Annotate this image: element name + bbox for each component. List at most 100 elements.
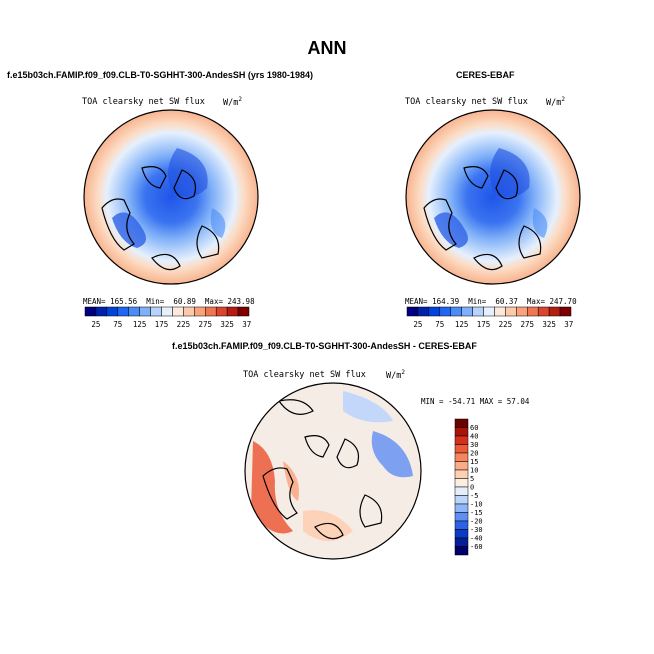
- colorbar-tick-label: 125: [455, 320, 469, 329]
- colorbar-swatch: [194, 306, 206, 317]
- model-units-label: W/m2: [223, 96, 242, 108]
- coastline: [423, 166, 542, 271]
- colorbar-swatch: [454, 546, 469, 556]
- field-fill: [84, 110, 258, 284]
- min-label: Min=: [468, 297, 487, 306]
- colorbar-tick-label: -60: [470, 543, 483, 551]
- colorbar-tick-label: 375: [564, 320, 573, 329]
- colorbar-swatch: [150, 306, 162, 317]
- colorbar-swatch: [472, 306, 484, 317]
- colorbar-tick-label: -15: [470, 509, 483, 517]
- colorbar-swatch: [454, 435, 469, 445]
- diff-units-label: W/m2: [386, 369, 405, 381]
- siberia-region: [532, 208, 548, 238]
- colorbar-swatch: [527, 306, 539, 317]
- colorbar-tick-label: -40: [470, 535, 483, 543]
- field-fill: [245, 383, 421, 559]
- map-boundary: [83, 109, 259, 285]
- colorbar-tick-label: -5: [470, 492, 478, 500]
- colorbar-swatch: [183, 306, 195, 317]
- colorbar-tick-label: -10: [470, 501, 483, 509]
- colorbar-swatch: [84, 306, 97, 317]
- colorbar-swatch: [505, 306, 517, 317]
- colorbar-tick-label: 225: [499, 320, 513, 329]
- colorbar-swatch: [106, 306, 119, 317]
- obs-polar-map: [405, 109, 581, 285]
- diff-minmax: MIN = -54.71 MAX = 57.04: [421, 397, 530, 406]
- colorbar-tick-label: 60: [470, 424, 478, 432]
- colorbar-tick-label: 275: [520, 320, 534, 329]
- greenland-low-region: [112, 212, 146, 248]
- diff-case-title: f.e15b03ch.FAMIP.f09_f09.CLB-T0-SGHHT-30…: [172, 341, 477, 351]
- colorbar-swatch: [483, 306, 495, 317]
- colorbar-swatch: [454, 520, 469, 530]
- colorbar-tick-label: 325: [542, 320, 556, 329]
- colorbar-swatch: [537, 306, 550, 317]
- colorbar-swatch: [439, 306, 451, 317]
- colorbar-swatch: [454, 427, 469, 437]
- negative-anomaly-east: [371, 431, 413, 478]
- colorbar-swatch: [428, 306, 441, 317]
- colorbar-tick-label: 25: [413, 320, 422, 329]
- colorbar-swatch: [548, 306, 561, 317]
- model-case-title: f.e15b03ch.FAMIP.f09_f09.CLB-T0-SGHHT-30…: [7, 70, 313, 80]
- colorbar-swatch: [454, 529, 469, 539]
- colorbar-tick-label: 15: [470, 458, 478, 466]
- colorbar-swatch: [117, 306, 129, 317]
- field-fill: [406, 110, 580, 284]
- obs-stats: MEAN= 164.39 Min= 60.37 Max= 247.70: [405, 297, 577, 306]
- colorbar-swatch: [406, 306, 419, 317]
- arctic-ocean-low-region: [490, 148, 530, 197]
- colorbar-tick-label: 0: [470, 484, 474, 492]
- mean-value: 165.56: [110, 297, 138, 306]
- colorbar-tick-label: 125: [133, 320, 147, 329]
- colorbar-swatch: [215, 306, 228, 317]
- diff-polar-map: [244, 382, 422, 560]
- map-boundary: [405, 109, 581, 285]
- colorbar-tick-label: -30: [470, 526, 483, 534]
- colorbar-swatch: [128, 306, 140, 317]
- colorbar-tick-label: 10: [470, 467, 478, 475]
- colorbar-tick-label: 40: [470, 433, 478, 441]
- colorbar-swatch: [454, 452, 469, 462]
- model-polar-map: [83, 109, 259, 285]
- positive-anomaly-south: [303, 510, 353, 541]
- colorbar-swatch: [454, 537, 469, 547]
- obs-case-title: CERES-EBAF: [456, 70, 515, 80]
- max-label: Max=: [526, 297, 545, 306]
- colorbar-swatch: [226, 306, 239, 317]
- colorbar-swatch: [461, 306, 473, 317]
- max-value: 247.70: [549, 297, 577, 306]
- obs-units-label: W/m2: [546, 96, 565, 108]
- mean-label: MEAN=: [83, 297, 106, 306]
- colorbar-swatch: [516, 306, 528, 317]
- colorbar-swatch: [454, 495, 469, 505]
- model-stats: MEAN= 165.56 Min= 60.89 Max= 243.98: [83, 297, 255, 306]
- mean-value: 164.39: [432, 297, 460, 306]
- model-variable-label: TOA clearsky net SW flux: [82, 97, 205, 107]
- colorbar-tick-label: 25: [91, 320, 100, 329]
- colorbar-swatch: [454, 461, 469, 471]
- colorbar-swatch: [494, 306, 506, 317]
- colorbar-swatch: [454, 503, 469, 513]
- positive-anomaly-greenland: [283, 461, 299, 501]
- min-value: 60.37: [495, 297, 518, 306]
- diff-variable-label: TOA clearsky net SW flux: [243, 370, 366, 380]
- colorbar-tick-label: 30: [470, 441, 478, 449]
- colorbar-swatch: [417, 306, 430, 317]
- colorbar-swatch: [95, 306, 108, 317]
- max-value: 243.98: [227, 297, 255, 306]
- colorbar-swatch: [450, 306, 462, 317]
- colorbar-swatch: [139, 306, 151, 317]
- colorbar-swatch: [454, 486, 469, 496]
- obs-colorbar: 25 75 125 175 225 275 325 375: [406, 306, 573, 329]
- colorbar-tick-label: 275: [198, 320, 212, 329]
- colorbar-tick-label: 175: [155, 320, 169, 329]
- colorbar-swatch: [161, 306, 173, 317]
- colorbar-tick-label: 5: [470, 475, 474, 483]
- page-title: ANN: [307, 38, 347, 58]
- colorbar-tick-label: -20: [470, 518, 483, 526]
- colorbar-swatch: [454, 469, 469, 479]
- obs-variable-label: TOA clearsky net SW flux: [405, 97, 528, 107]
